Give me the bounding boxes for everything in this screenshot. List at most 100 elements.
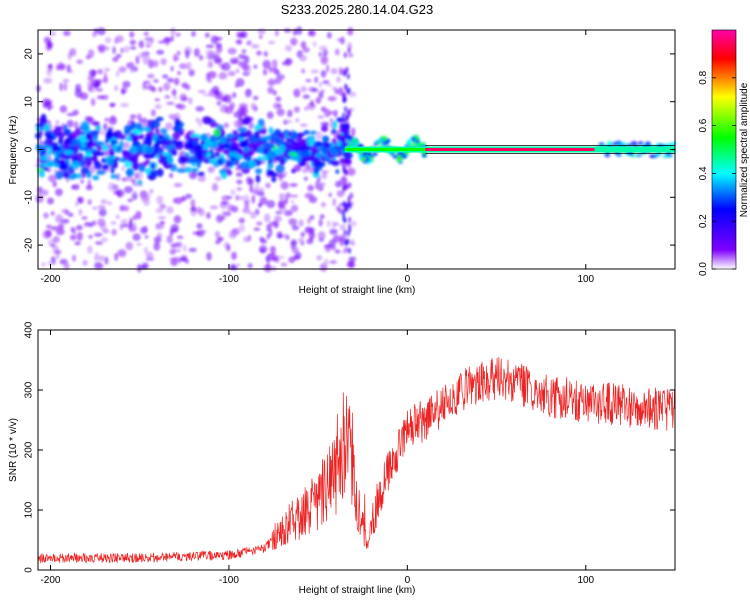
noise-blob (95, 262, 104, 270)
band-blob (255, 174, 261, 184)
noise-blob (277, 234, 284, 239)
noise-blob (76, 59, 83, 65)
noise-blob (45, 105, 54, 109)
noise-blob (172, 197, 177, 204)
noise-blob (132, 233, 141, 241)
noise-blob (226, 244, 231, 252)
band-blob (119, 140, 124, 149)
band-blob (55, 170, 64, 180)
band-blob (133, 122, 143, 130)
noise-blob (295, 118, 300, 123)
noise-blob (271, 59, 278, 68)
noise-blob (137, 263, 142, 273)
noise-blob (211, 183, 219, 192)
noise-blob (270, 256, 279, 262)
noise-blob (185, 193, 193, 199)
band-blob (309, 130, 317, 135)
noise-blob (243, 236, 251, 243)
noise-blob (122, 205, 130, 212)
noise-blob (307, 30, 316, 37)
transition-blob (407, 139, 413, 143)
noise-blob (122, 80, 131, 88)
noise-blob (279, 193, 285, 201)
noise-blob (174, 197, 183, 205)
noise-blob (50, 226, 59, 231)
transition-blob (389, 151, 395, 156)
noise-blob (179, 93, 187, 102)
noise-blob (90, 98, 96, 107)
noise-blob (153, 236, 162, 244)
noise-blob (316, 255, 323, 261)
noise-blob (131, 192, 138, 201)
band-blob (238, 131, 248, 139)
noise-blob (301, 68, 305, 74)
noise-blob (115, 70, 120, 77)
noise-blob (77, 196, 82, 204)
band-blob (171, 132, 181, 141)
noise-blob (154, 223, 163, 231)
band-blob (298, 161, 306, 167)
band-blob (303, 145, 312, 151)
spectrogram-cells (35, 26, 677, 273)
band-blob (273, 156, 281, 162)
band-blob (184, 166, 192, 173)
band-blob (71, 138, 81, 146)
noise-blob (142, 82, 147, 90)
colorbar: 0.0 0.2 0.4 0.6 0.8 Normalized spectral ampl… (698, 29, 750, 276)
band-blob (229, 145, 239, 154)
noise-blob (144, 247, 148, 254)
noise-blob (221, 216, 226, 220)
noise-blob (227, 47, 237, 55)
smear-blob (343, 52, 347, 58)
x-tick-label: -200 (40, 575, 60, 586)
noise-blob (307, 184, 314, 192)
band-blob (127, 158, 136, 163)
noise-blob (154, 104, 162, 110)
noise-blob (163, 37, 172, 43)
smear-blob (347, 47, 351, 54)
noise-blob (129, 46, 137, 50)
noise-blob (41, 189, 49, 196)
noise-blob (70, 226, 75, 233)
smear-blob (345, 114, 349, 121)
y-tick-label: 200 (24, 441, 35, 458)
band-blob (328, 159, 337, 165)
noise-blob (205, 50, 214, 55)
noise-blob (230, 189, 236, 196)
noise-blob (238, 103, 248, 109)
noise-blob (244, 88, 252, 98)
noise-blob (95, 241, 104, 245)
y-tick-label: 0 (24, 567, 35, 573)
noise-blob (46, 69, 52, 77)
noise-blob (97, 205, 106, 210)
noise-blob (214, 57, 223, 63)
x-tick-label: -200 (40, 274, 60, 285)
noise-blob (115, 53, 122, 59)
noise-blob (119, 204, 125, 212)
smear-blob (348, 216, 352, 223)
noise-blob (320, 70, 327, 78)
band-blob (46, 139, 54, 147)
band-blob (331, 128, 337, 134)
noise-blob (50, 211, 55, 216)
noise-blob (348, 256, 357, 262)
noise-blob (198, 55, 204, 61)
band-blob (92, 175, 100, 181)
noise-blob (246, 40, 252, 46)
smear-blob (346, 73, 350, 80)
band-blob (84, 158, 92, 167)
tail-blob (637, 141, 644, 145)
noise-blob (94, 252, 100, 260)
band-blob (121, 149, 128, 155)
band-blob (144, 145, 155, 154)
band-blob (77, 152, 84, 162)
band-blob (322, 135, 328, 142)
band-blob (136, 144, 143, 153)
noise-blob (327, 96, 337, 102)
noise-blob (309, 215, 315, 221)
band-blob (329, 148, 339, 156)
noise-blob (195, 106, 205, 112)
noise-blob (202, 93, 212, 97)
band-blob (248, 160, 254, 168)
noise-blob (173, 215, 182, 224)
